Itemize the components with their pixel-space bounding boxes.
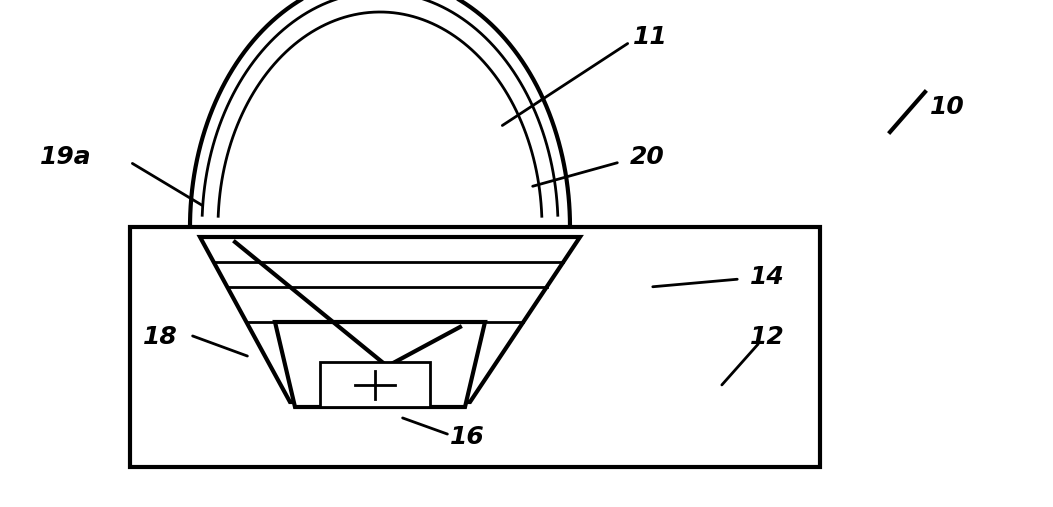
Text: 12: 12 bbox=[750, 325, 784, 349]
Text: 19a: 19a bbox=[40, 145, 92, 169]
Bar bbox=[320, 362, 430, 407]
Text: 18: 18 bbox=[142, 325, 177, 349]
Text: 16: 16 bbox=[450, 425, 484, 449]
Text: 14: 14 bbox=[750, 265, 784, 289]
Bar bbox=[130, 227, 820, 467]
Text: 11: 11 bbox=[633, 25, 668, 49]
Text: 10: 10 bbox=[930, 95, 965, 119]
Text: 20: 20 bbox=[630, 145, 664, 169]
Polygon shape bbox=[275, 322, 485, 407]
Polygon shape bbox=[200, 237, 580, 402]
